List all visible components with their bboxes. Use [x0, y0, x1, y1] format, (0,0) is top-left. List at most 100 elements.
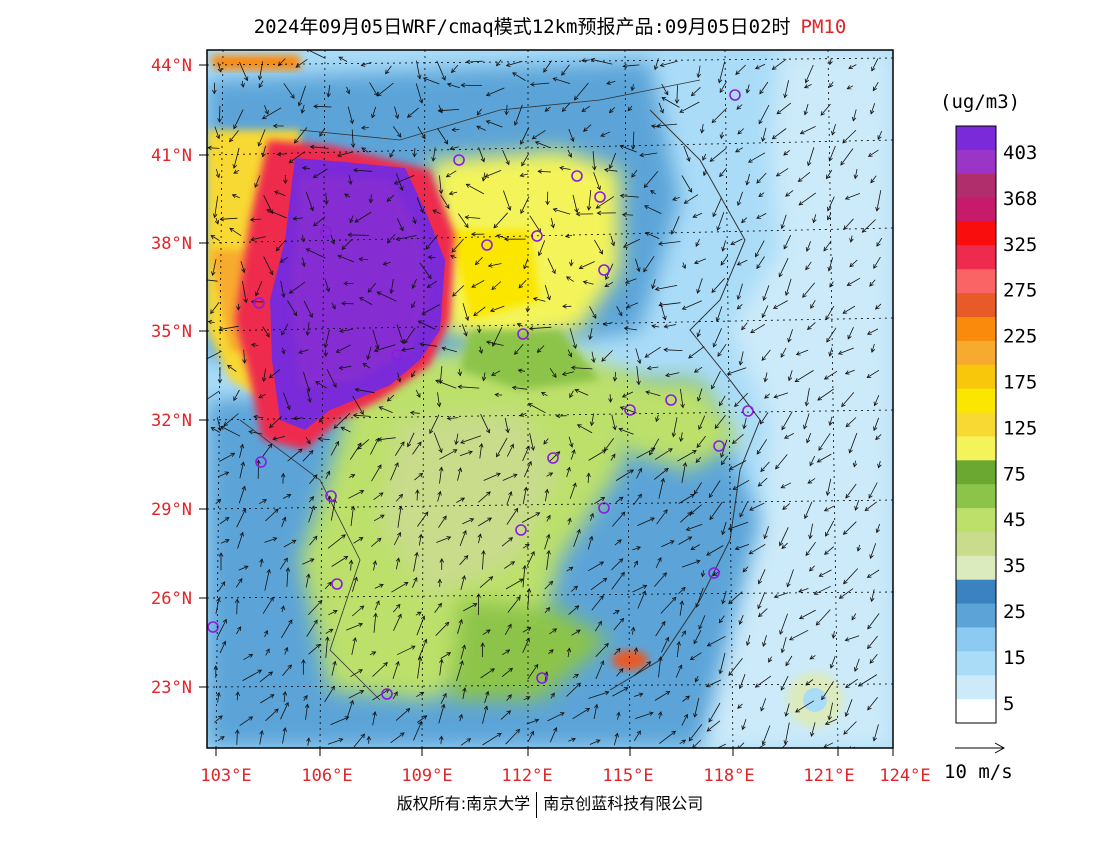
wind-arrow	[330, 441, 339, 456]
wind-arrow-head	[304, 703, 310, 709]
wind-arrow-head	[286, 494, 292, 499]
wind-arrow	[655, 414, 659, 422]
wind-arrow	[417, 126, 426, 139]
wind-arrow	[839, 588, 854, 599]
wind-arrow-head	[842, 138, 847, 144]
wind-arrow	[352, 395, 364, 415]
city-marker	[594, 191, 606, 203]
wind-arrow-head	[696, 396, 702, 402]
wind-arrow-head	[757, 482, 763, 487]
wind-arrow	[496, 437, 508, 457]
wind-arrow-head	[250, 342, 256, 348]
wind-arrow	[610, 235, 615, 246]
wind-arrow-head	[562, 304, 567, 309]
wind-arrow-head	[481, 176, 487, 182]
wind-arrow-head	[761, 740, 766, 746]
wind-arrow	[772, 58, 787, 70]
wind-arrow	[581, 105, 591, 112]
legend-label: 5	[1003, 693, 1014, 715]
wind-arrow-head	[281, 349, 286, 355]
wind-arrow-head	[529, 82, 535, 87]
wind-arrow-head	[268, 373, 274, 379]
wind-arrow	[262, 145, 266, 157]
wind-arrow	[783, 234, 792, 249]
wind-arrow-head	[239, 443, 245, 449]
city-marker	[598, 264, 610, 276]
wind-arrow	[632, 585, 647, 593]
wind-arrow-head	[358, 297, 364, 302]
wind-arrow-head	[422, 715, 428, 720]
lat-label: 35°N	[151, 322, 192, 342]
wind-arrow	[385, 65, 392, 74]
wind-arrow	[450, 255, 457, 259]
wind-arrow-head	[831, 634, 837, 639]
wind-arrow	[603, 322, 613, 325]
wind-arrow	[455, 433, 459, 445]
wind-arrow-head	[846, 85, 852, 90]
wind-arrow	[259, 671, 273, 683]
wind-arrow	[849, 259, 858, 267]
wind-arrow	[313, 168, 328, 178]
wind-arrow-head	[745, 88, 750, 94]
wind-arrow	[761, 349, 771, 361]
wind-arrow	[871, 589, 875, 602]
wind-arrow	[562, 103, 570, 112]
wind-arrow	[661, 97, 680, 108]
wind-arrow	[694, 697, 700, 718]
wind-arrow-head	[805, 265, 810, 271]
wind-arrow	[678, 494, 695, 504]
wind-arrow-head	[728, 465, 734, 470]
wind-arrow	[654, 572, 667, 587]
wind-arrow	[696, 587, 704, 608]
wind-arrow-head	[411, 303, 416, 309]
wind-arrow	[746, 84, 750, 94]
wind-arrow-head	[292, 416, 298, 421]
wind-arrow-head	[220, 425, 225, 430]
wind-arrow-head	[848, 64, 853, 69]
wind-arrow-head	[721, 599, 726, 605]
wind-arrow	[806, 432, 812, 443]
wind-arrow-head	[566, 276, 571, 281]
wind-arrow-head	[248, 716, 254, 721]
wind-arrow-head	[644, 205, 649, 210]
wind-arrow	[788, 370, 793, 381]
wind-arrow	[282, 664, 292, 676]
wind-arrow	[236, 692, 239, 701]
wind-arrow	[595, 660, 604, 680]
wind-arrow	[678, 587, 686, 595]
lon-label: 103°E	[200, 766, 251, 786]
wind-arrow	[589, 739, 601, 745]
wind-arrow-head	[265, 648, 270, 654]
wind-arrow-head	[212, 89, 217, 95]
wind-arrow	[553, 208, 571, 215]
wind-arrow	[656, 509, 668, 525]
wind-arrow-head	[399, 186, 404, 191]
wind-arrow	[348, 234, 370, 236]
wind-arrow	[649, 438, 660, 456]
wind-arrow-head	[305, 248, 311, 253]
wind-arrow	[565, 235, 573, 237]
wind-arrow	[653, 468, 669, 480]
wind-arrow-head	[508, 667, 514, 673]
wind-arrow	[842, 129, 857, 144]
wind-arrow-head	[303, 694, 308, 700]
wind-arrow	[739, 501, 749, 518]
wind-arrow	[719, 167, 727, 177]
wind-arrow-head	[416, 611, 422, 616]
wind-arrow	[387, 233, 396, 244]
wind-arrow	[396, 324, 404, 344]
wind-arrow	[390, 732, 405, 744]
legend-swatch	[956, 173, 996, 199]
wind-arrow-head	[534, 141, 540, 146]
wind-arrow	[588, 449, 607, 461]
wind-arrow	[417, 715, 427, 723]
wind-arrow-head	[229, 227, 234, 233]
wind-arrow-head	[843, 730, 848, 735]
city-marker	[536, 672, 548, 684]
wind-arrow-head	[676, 640, 681, 646]
wind-arrow-head	[583, 127, 588, 132]
wind-arrow-head	[608, 164, 613, 170]
wind-arrow-head	[353, 168, 358, 173]
wind-arrow-head	[798, 615, 804, 620]
